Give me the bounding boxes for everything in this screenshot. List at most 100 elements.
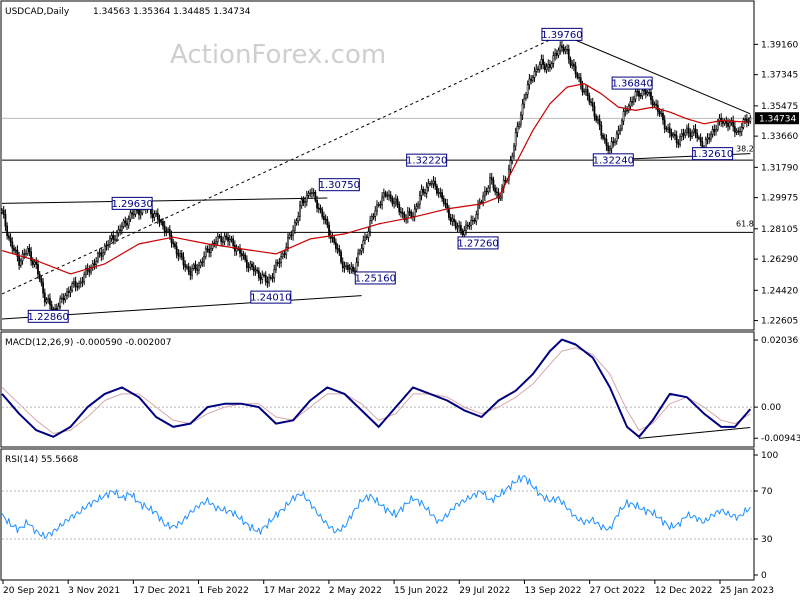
candle-body — [76, 286, 79, 288]
candle-body — [747, 121, 750, 123]
candle-body — [54, 308, 56, 310]
candle-body — [401, 212, 404, 215]
candle-body — [742, 119, 745, 128]
candle-body — [14, 249, 17, 252]
candle-body — [454, 221, 457, 229]
candle-body — [691, 131, 693, 137]
rsi-panel-frame — [0, 448, 755, 581]
current-price-tag-text: 1.34734 — [759, 115, 796, 125]
candle-body — [381, 196, 384, 205]
candle-body — [132, 213, 135, 216]
candle-body — [275, 262, 277, 270]
candle-body — [482, 195, 485, 203]
dashed-trendline — [1, 33, 563, 295]
candle-body — [21, 253, 24, 262]
candle-body — [293, 222, 296, 231]
date-x-axis: 20 Sep 2021 3 Nov 2021 17 Dec 2021 1 Feb 20… — [2, 580, 774, 596]
candle-body — [276, 262, 279, 264]
candle-body — [316, 200, 318, 209]
candle-body — [232, 238, 235, 246]
candle-body — [264, 275, 267, 282]
candle-body — [139, 212, 142, 216]
price-y-tick-label: 1.35475 — [761, 102, 798, 112]
candle-body — [208, 248, 211, 253]
candle-body — [340, 251, 342, 263]
candle-body — [307, 192, 310, 196]
candle-body — [439, 192, 442, 194]
candle-body — [88, 269, 91, 273]
candle-body — [721, 121, 724, 124]
candle-body — [475, 214, 478, 222]
price-label-box — [111, 196, 153, 210]
candle-body — [567, 49, 570, 60]
price-y-tick-label: 1.22605 — [761, 317, 798, 327]
candle-body — [692, 128, 695, 133]
candle-body — [283, 253, 286, 255]
candle-body — [448, 207, 450, 218]
candle-body — [102, 252, 104, 257]
candle-body — [189, 270, 192, 276]
candle-body — [386, 195, 389, 197]
candle-body — [487, 187, 490, 193]
candle-body — [4, 214, 7, 227]
candle-body — [427, 183, 430, 188]
candle-body — [285, 247, 288, 255]
candle-body — [323, 216, 325, 220]
rsi-y-axis: 100 70 30 0 — [754, 451, 778, 581]
candle-body — [735, 130, 738, 133]
candle-body — [210, 248, 212, 253]
price-label-text: 1.32240 — [593, 155, 634, 166]
candle-body — [122, 220, 125, 227]
candle-body — [79, 281, 82, 284]
price-label-box — [318, 178, 360, 192]
candle-body — [540, 59, 543, 65]
macd-y-tick-label: 0.00 — [761, 403, 781, 413]
candle-body — [566, 49, 568, 51]
candle-body — [165, 230, 168, 233]
macd-trendline — [638, 427, 751, 439]
candle-body — [263, 274, 265, 276]
candle-body — [110, 235, 113, 239]
fib-level-label: 61.8 — [736, 220, 754, 229]
candle-body — [314, 192, 317, 201]
price-label: 1.32240 — [593, 153, 634, 167]
candle-body — [526, 84, 529, 95]
rsi-panel: RSI(14) 55.5668 100 70 30 0 — [0, 448, 778, 581]
candle-body — [35, 261, 38, 265]
price-label-box — [457, 236, 499, 250]
candle-body — [61, 297, 63, 300]
ma-line — [1, 83, 747, 275]
price-label-box — [692, 147, 734, 161]
candle-body — [696, 132, 699, 139]
candle-body — [516, 126, 519, 133]
candle-body — [223, 235, 226, 242]
candle-body — [242, 254, 245, 257]
candle-body — [716, 121, 719, 130]
price-labels: 1.39760 1.36840 1.32240 1.32610 1.32220 1.307… — [28, 27, 754, 323]
candle-body — [23, 253, 26, 255]
candle-body — [174, 243, 176, 247]
candle-body — [153, 213, 156, 218]
candle-body — [608, 148, 611, 151]
candle-body — [670, 132, 673, 137]
candle-body — [687, 127, 690, 134]
candle-body — [663, 119, 666, 129]
date-x-tick-label: 15 Jun 2022 — [394, 586, 448, 596]
price-label-box — [611, 76, 653, 90]
candle-body — [689, 132, 692, 137]
price-label-text: 1.32610 — [692, 149, 733, 160]
candle-body — [69, 289, 72, 293]
candle-body — [107, 244, 110, 246]
candle-body — [19, 260, 22, 266]
candle-body — [295, 220, 298, 224]
price-label: 1.30750 — [318, 178, 360, 192]
candle-body — [728, 122, 731, 127]
candle-body — [47, 298, 50, 300]
candle-body — [120, 226, 123, 231]
candle-body — [651, 99, 654, 106]
candle-body — [590, 101, 592, 104]
candle-body — [489, 177, 491, 189]
candle-body — [542, 59, 544, 65]
candle-body — [617, 130, 620, 135]
